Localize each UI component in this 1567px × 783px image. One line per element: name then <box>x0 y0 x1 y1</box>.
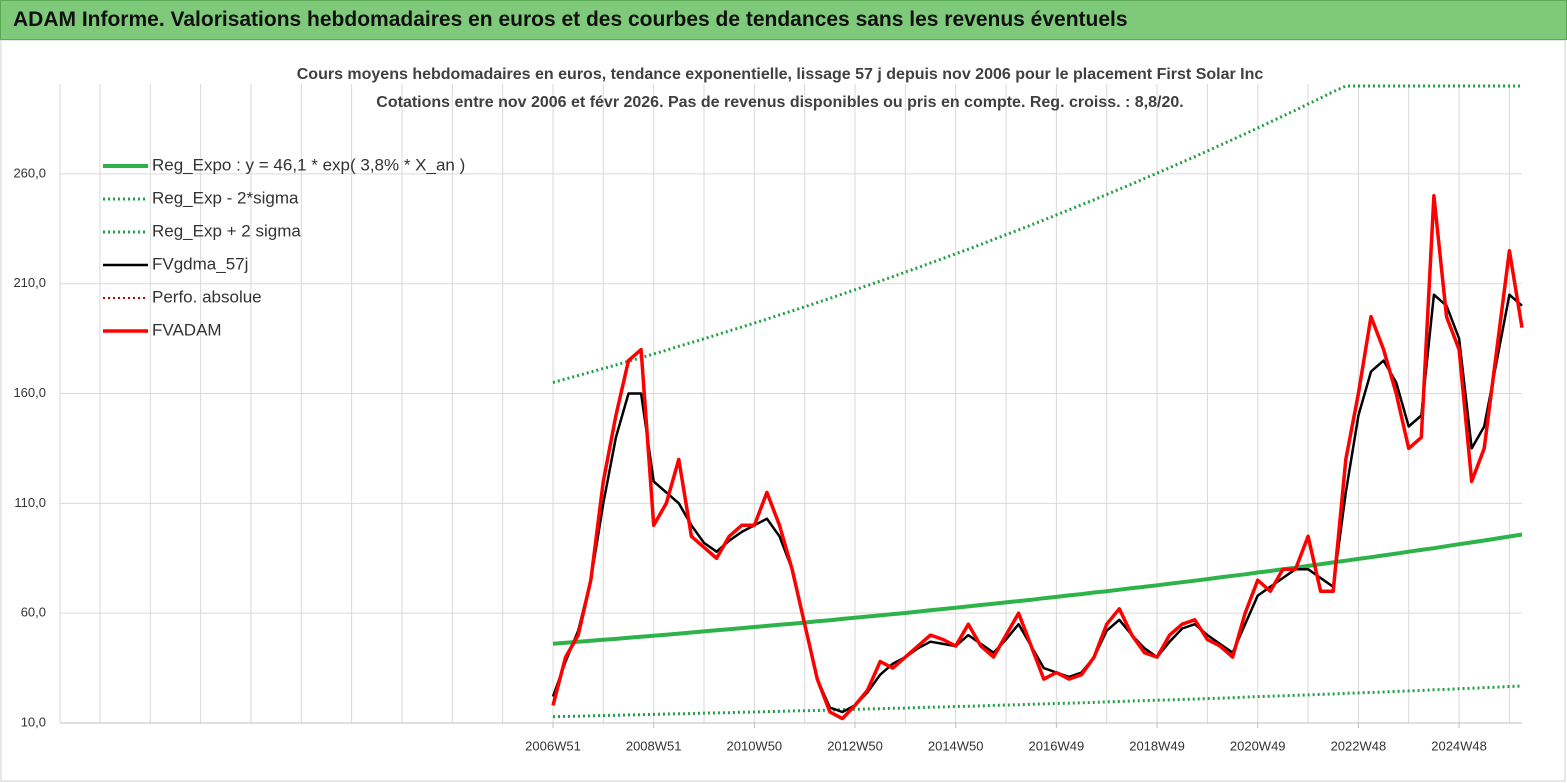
x-tick-label: 2010W50 <box>727 738 783 753</box>
header-bar: ADAM Informe. Valorisations hebdomadaire… <box>0 0 1567 40</box>
series-line <box>552 532 1523 646</box>
legend-label: Reg_Expo : y = 46,1 * exp( 3,8% * X_an ) <box>152 155 465 174</box>
y-tick-label: 110,0 <box>14 495 46 510</box>
x-tick-label: 2012W50 <box>827 738 883 753</box>
chart: Cours moyens hebdomadaires en euros, ten… <box>0 40 1566 782</box>
x-tick-label: 2018W49 <box>1129 738 1185 753</box>
y-tick-label: 10,0 <box>21 714 46 729</box>
series-line <box>551 194 1524 721</box>
x-tick-label: 2024W48 <box>1431 738 1487 753</box>
series-line <box>552 684 1523 719</box>
chart-title: Cours moyens hebdomadaires en euros, ten… <box>297 66 1264 83</box>
x-tick-label: 2020W49 <box>1230 738 1286 753</box>
header-title: ADAM Informe. Valorisations hebdomadaire… <box>13 8 1128 31</box>
y-tick-label: 210,0 <box>13 275 46 290</box>
legend-label: Reg_Exp - 2*sigma <box>152 188 299 207</box>
legend-label: FVgdma_57j <box>152 254 248 273</box>
legend-label: FVADAM <box>152 320 222 339</box>
legend-label: Reg_Exp + 2 sigma <box>152 221 301 240</box>
x-tick-label: 2022W48 <box>1331 738 1387 753</box>
series-line <box>552 84 1522 384</box>
chart-frame <box>0 40 1566 782</box>
series-line <box>551 293 1523 714</box>
x-tick-label: 2008W51 <box>626 738 682 753</box>
x-tick-label: 2014W50 <box>928 738 984 753</box>
y-tick-label: 260,0 <box>13 165 46 180</box>
x-tick-label: 2016W49 <box>1029 738 1085 753</box>
x-tick-label: 2006W51 <box>525 738 581 753</box>
chart-subtitle: Cotations entre nov 2006 et févr 2026. P… <box>376 94 1183 111</box>
legend-label: Perfo. absolue <box>152 287 262 306</box>
y-tick-label: 160,0 <box>13 385 46 400</box>
y-tick-label: 60,0 <box>21 605 46 620</box>
